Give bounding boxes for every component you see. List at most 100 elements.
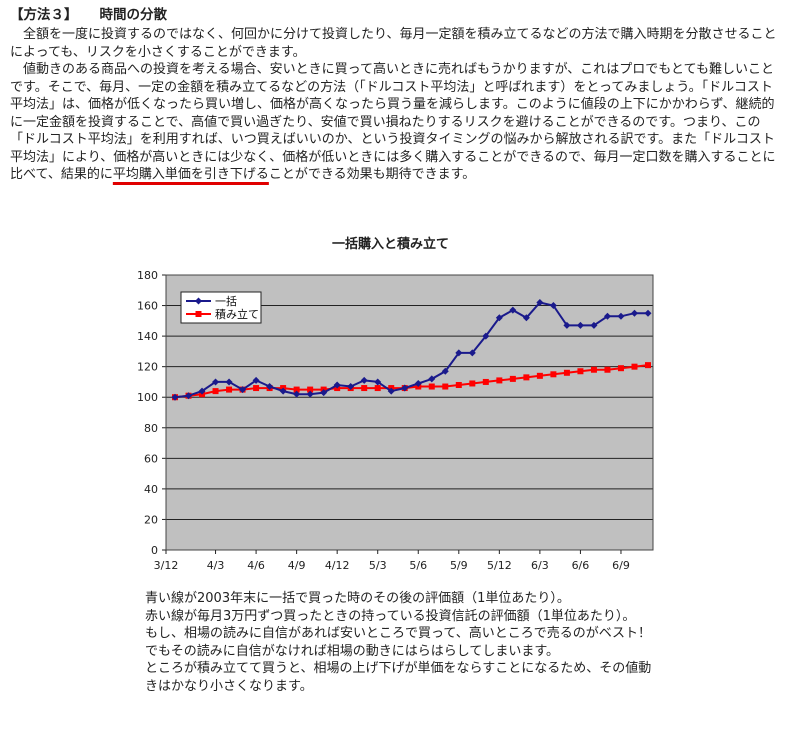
explanation-line: 赤い線が毎月3万円ずつ買ったときの持っている投資信託の評価額（1単位あたり）。 (145, 608, 636, 624)
explanation-line: 青い線が2003年末に一括で買った時のその後の評価額（1単位あたり）。 (145, 591, 570, 606)
paragraph-2-closing: ことができる効果も期待できます。 (268, 167, 476, 182)
paragraph-2-text: 値動きのある商品への投資を考える場合、安いときに買って高いときに売ればもうかりま… (10, 62, 776, 182)
data-point (590, 321, 598, 329)
data-point (576, 321, 584, 329)
data-point (306, 390, 314, 398)
data-point (293, 390, 301, 398)
section-heading: 【方法３】 時間の分散 (10, 7, 167, 24)
data-point (630, 309, 638, 317)
data-point (239, 386, 247, 394)
legend-marker (195, 297, 202, 305)
series-lump-sum (171, 299, 652, 401)
chart-explanation: 青い線が2003年末に一括で買った時のその後の評価額（1単位あたり）。 赤い線が… (145, 590, 660, 695)
y-tick-label: 180 (137, 269, 158, 282)
article-body: 全額を一度に投資するのではなく、何回かに分けて投資したり、毎月一定額を積み立てる… (10, 26, 785, 184)
data-point (509, 375, 516, 382)
data-point (617, 312, 625, 320)
data-point (428, 375, 436, 383)
data-point (441, 367, 449, 375)
data-point (604, 366, 611, 373)
data-point (550, 371, 557, 378)
data-point (361, 385, 368, 392)
data-point (252, 376, 260, 384)
key-phrase-underlined: 平均購入単価を引き下げる (112, 167, 269, 182)
chart-title: 一括購入と積み立て (332, 237, 450, 252)
data-point (374, 378, 382, 386)
data-point (495, 314, 503, 322)
x-tick-label: 6/6 (572, 559, 590, 572)
data-point (617, 365, 624, 372)
x-tick-label: 3/12 (154, 559, 179, 572)
data-point (455, 382, 462, 388)
y-tick-label: 20 (144, 513, 158, 526)
data-point (226, 386, 233, 393)
data-point (482, 378, 489, 385)
legend-box (180, 291, 262, 324)
explanation-line: でもその読みに自信がなければ相場の動きにはらはらしてしまいます。 (145, 643, 560, 659)
paragraph-2: 値動きのある商品への投資を考える場合、安いときに買って高いときに売ればもうかりま… (10, 61, 785, 184)
x-tick-label: 4/3 (207, 559, 225, 572)
data-point (279, 387, 287, 395)
y-tick-label: 0 (151, 544, 158, 557)
data-point (374, 385, 381, 392)
data-point (522, 314, 530, 322)
data-point (603, 312, 611, 320)
y-tick-label: 40 (144, 483, 158, 496)
data-point (590, 366, 597, 373)
x-tick-label: 5/9 (450, 559, 468, 572)
x-tick-label: 5/6 (409, 559, 427, 572)
data-point (333, 381, 341, 389)
explanation-line: ところが積み立てて買うと、相場の上げ下げが単価をならすことになるため、その値動き… (145, 661, 652, 694)
data-point (212, 378, 220, 386)
legend-label: 一括 (215, 294, 237, 308)
data-point (171, 393, 179, 401)
plot-border (165, 274, 654, 551)
section-title: 時間の分散 (99, 7, 168, 23)
data-point (401, 384, 409, 392)
y-tick-label: 120 (137, 361, 158, 374)
data-point (509, 306, 517, 314)
y-tick-label: 80 (144, 422, 158, 435)
data-point (563, 321, 571, 329)
data-series (171, 299, 652, 401)
explanation-line: もし、相場の読みに自信があれば安いところで買って、高いところで売るのがベスト！ (145, 626, 651, 641)
x-tick-label: 5/3 (369, 559, 387, 572)
data-point (253, 385, 260, 392)
x-tick-label: 6/9 (612, 559, 630, 572)
data-point (347, 383, 355, 391)
x-tick-label: 5/12 (487, 559, 512, 572)
data-point (293, 386, 300, 393)
y-tick-label: 60 (144, 452, 158, 465)
data-point (645, 362, 651, 369)
data-point (428, 383, 435, 390)
data-point (266, 383, 274, 391)
method-label: 【方法３】 (10, 7, 78, 23)
data-point (496, 377, 503, 384)
data-point (536, 372, 543, 379)
x-tick-label: 6/3 (531, 559, 549, 572)
data-point (387, 387, 395, 395)
legend-label: 積み立て (215, 307, 259, 321)
data-point (523, 374, 530, 381)
data-point (482, 332, 490, 340)
y-tick-label: 160 (137, 300, 158, 313)
data-point (644, 309, 652, 317)
data-point (563, 369, 570, 376)
data-point (468, 349, 476, 357)
data-point (360, 376, 368, 384)
axes: 0 20 40 60 80 100 120 140 160 180 3/12 4/3 4/6 4/9 4/1… (137, 269, 654, 572)
x-tick-label: 4/12 (325, 559, 350, 572)
data-point (198, 387, 206, 395)
data-point (469, 380, 476, 387)
data-point (414, 379, 422, 387)
data-point (455, 349, 463, 357)
data-point (577, 368, 584, 375)
x-tick-label: 4/6 (247, 559, 265, 572)
data-point (320, 389, 328, 397)
data-point (442, 383, 449, 390)
data-point (307, 386, 314, 393)
data-point (536, 299, 544, 306)
data-point (631, 363, 638, 370)
